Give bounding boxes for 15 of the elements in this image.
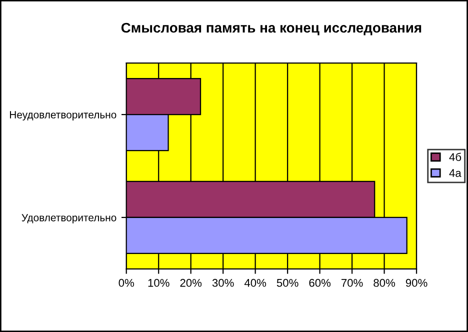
x-tick-label: 0% [118, 278, 134, 287]
legend-label: 4а [449, 169, 462, 177]
legend-label: 4б [449, 152, 462, 162]
y-tick-label: Удовлетворительно [22, 214, 116, 224]
x-tick-label: 80% [374, 278, 396, 287]
x-tick-label: 60% [309, 278, 331, 287]
x-tick-label: 20% [180, 278, 202, 287]
x-tick-label: 10% [148, 278, 170, 287]
x-tick-label: 90% [406, 278, 428, 287]
x-tick-label: 40% [244, 278, 266, 287]
x-tick-label: 70% [341, 278, 363, 287]
x-tick-label: 50% [276, 278, 298, 287]
x-tick-label: 30% [212, 278, 234, 287]
chart-title: Смысловая память на конец исследования [121, 22, 422, 36]
y-tick-label: Неудовлетворительно [10, 111, 116, 120]
